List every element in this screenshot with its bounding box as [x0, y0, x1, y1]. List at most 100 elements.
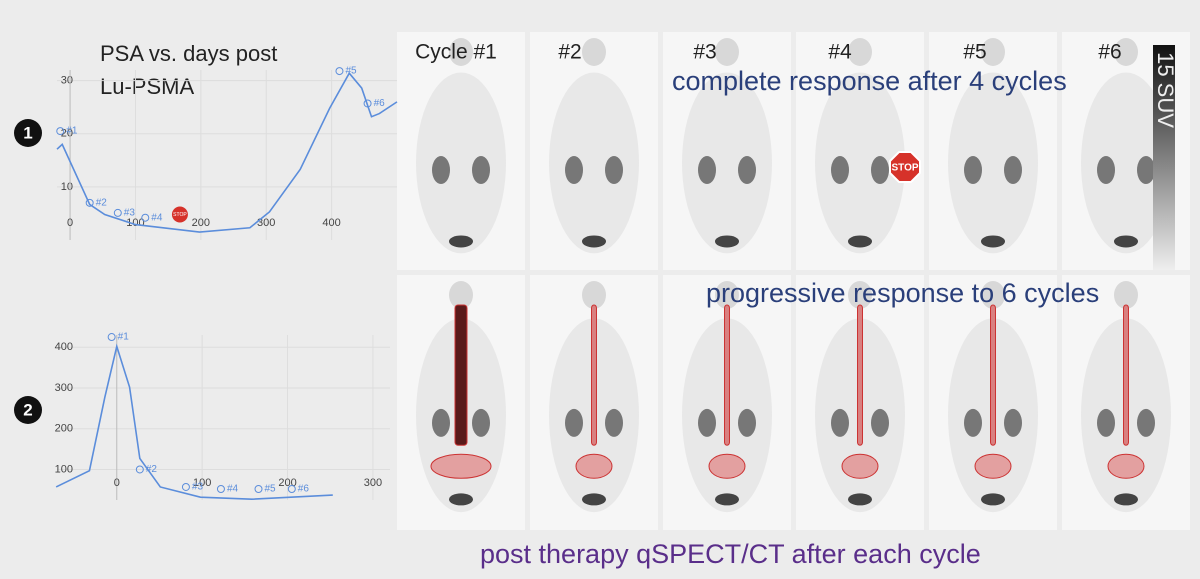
cycle-marker — [254, 485, 263, 493]
badge-text: 1 — [23, 123, 32, 142]
lesion — [724, 304, 730, 446]
suv-scale-bar — [1153, 45, 1175, 270]
y-tick-label: 400 — [55, 341, 73, 353]
scan-body — [682, 72, 772, 254]
lesion — [990, 304, 996, 446]
scan-organ — [605, 408, 623, 437]
cycle-label: #4 — [227, 484, 239, 495]
cycle-marker — [107, 333, 116, 342]
scan-bladder — [1114, 493, 1138, 506]
cycle-label: #2 — [96, 197, 108, 208]
y-tick-label: 300 — [55, 382, 73, 394]
scan-organ — [738, 156, 756, 185]
lesion — [1123, 304, 1129, 446]
cycle-marker — [181, 482, 190, 491]
y-tick-label: 30 — [61, 75, 73, 87]
scan-bladder — [848, 493, 872, 506]
cycle-marker — [335, 67, 344, 76]
scan-organ — [472, 156, 490, 185]
scan-organ — [871, 408, 889, 437]
cycle-label: #1 — [118, 332, 130, 343]
scan-bladder — [449, 235, 473, 248]
scan-organ — [871, 156, 889, 185]
column-header: Cycle #1 — [415, 41, 497, 64]
chart-title: PSA vs. days post — [100, 41, 277, 66]
cycle-label: #6 — [374, 98, 386, 109]
x-tick-label: 0 — [67, 217, 73, 229]
scan-organ — [472, 408, 490, 437]
stop-marker — [171, 206, 188, 223]
scan-bladder — [981, 493, 1005, 506]
badge-text: 2 — [23, 400, 32, 419]
x-tick-label: 0 — [114, 477, 120, 489]
cycle-label: #2 — [146, 464, 158, 475]
scan-head — [449, 281, 473, 309]
scan-bladder — [715, 235, 739, 248]
scan-organ — [1097, 156, 1115, 185]
scan-organ — [1097, 408, 1115, 437]
scan-head — [582, 38, 606, 66]
cycle-label: #3 — [124, 208, 136, 219]
chart-title: Lu-PSMA — [100, 74, 194, 99]
scan-bladder — [715, 493, 739, 506]
footer-text: post therapy qSPECT/CT after each cycle — [480, 539, 981, 569]
x-tick-label: 300 — [257, 217, 275, 229]
scan-organ — [605, 156, 623, 185]
scan-organ — [964, 156, 982, 185]
y-tick-label: 100 — [55, 463, 73, 475]
scan-body — [1081, 72, 1171, 254]
scan-bladder — [582, 235, 606, 248]
lesion — [1107, 453, 1145, 479]
column-header: #5 — [963, 41, 986, 64]
scan-organ — [1004, 156, 1022, 185]
lesion — [974, 453, 1012, 479]
cycle-label: #5 — [345, 66, 357, 77]
y-tick-label: 10 — [61, 181, 73, 193]
x-tick-label: 300 — [364, 477, 382, 489]
scan-head — [981, 38, 1005, 66]
suv-label: 15 SUV — [1153, 52, 1178, 128]
scan-organ — [831, 408, 849, 437]
stop-sign — [889, 151, 921, 183]
x-tick-label: 200 — [278, 477, 296, 489]
scan-body — [416, 72, 506, 254]
x-tick-label: 200 — [192, 217, 210, 229]
lesion — [591, 304, 597, 446]
cycle-label: #4 — [151, 212, 163, 223]
cycle-marker — [363, 99, 372, 108]
lesion — [454, 304, 468, 446]
lesion — [841, 453, 879, 479]
cycle-marker — [287, 485, 296, 493]
badge — [14, 119, 42, 147]
lesion — [575, 453, 613, 479]
line — [55, 343, 333, 500]
scan-organ — [1137, 408, 1155, 437]
cycle-label: #5 — [265, 484, 277, 495]
cycle-marker — [56, 127, 65, 136]
scan-bladder — [449, 493, 473, 506]
scan-body — [549, 72, 639, 254]
cycle-marker — [113, 208, 122, 217]
scan-organ — [698, 156, 716, 185]
scan-head — [848, 38, 872, 66]
scan-panels — [397, 32, 1190, 530]
cycle-label: #6 — [298, 484, 310, 495]
cycle-label: #1 — [66, 126, 78, 137]
scan-head — [981, 281, 1005, 309]
stop-label: STOP — [891, 163, 918, 174]
scan-organ — [565, 156, 583, 185]
scan-head — [1114, 38, 1138, 66]
response-text: progressive response to 6 cycles — [706, 278, 1099, 308]
badge — [14, 396, 42, 424]
scan-head — [715, 281, 739, 309]
scan-organ — [698, 408, 716, 437]
scan-head — [449, 38, 473, 66]
scan-organ — [565, 408, 583, 437]
scan-bladder — [1114, 235, 1138, 248]
scan-head — [1114, 281, 1138, 309]
lesion — [430, 453, 492, 479]
scan-organ — [1137, 156, 1155, 185]
scan-body — [948, 72, 1038, 254]
cycle-marker — [216, 485, 225, 493]
